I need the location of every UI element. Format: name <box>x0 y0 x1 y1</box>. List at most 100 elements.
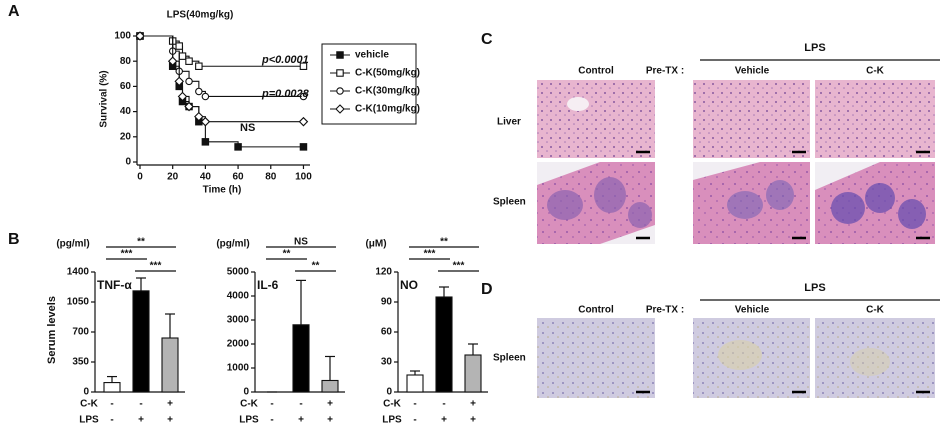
condition-sign: - <box>139 399 142 410</box>
background <box>815 162 880 190</box>
annotation: p=0.0028 <box>261 88 310 100</box>
follicle <box>898 199 926 229</box>
y-tick-label: 0 <box>83 387 89 398</box>
scale-bars <box>636 150 930 394</box>
survival-point <box>201 138 210 146</box>
panel-letter: A <box>8 3 20 20</box>
column-label: C-K <box>866 305 885 316</box>
liver-control <box>537 80 655 158</box>
condition-sign: + <box>138 415 144 426</box>
survival-point <box>185 57 193 65</box>
y-tick-label: 0 <box>386 387 392 398</box>
follicle <box>865 183 895 213</box>
x-tick-label: 60 <box>233 172 245 183</box>
stain-area <box>850 348 890 376</box>
survival-point <box>234 143 242 151</box>
significance-label: ** <box>283 249 291 260</box>
legend-label: C-K(10mg/kg) <box>355 104 420 115</box>
annotation: p<0.0001 <box>261 54 309 66</box>
y-tick-label: 1000 <box>227 363 250 374</box>
y-tick-label: 40 <box>120 106 132 117</box>
bar <box>292 324 310 393</box>
condition-sign: - <box>110 399 113 410</box>
survival-point <box>200 116 211 127</box>
condition-sign: + <box>470 399 476 410</box>
condition-sign: + <box>167 415 173 426</box>
condition-sign: + <box>441 415 447 426</box>
condition-label: C-K <box>383 399 402 410</box>
bar <box>321 379 339 393</box>
survival-point <box>195 62 203 70</box>
x-tick-label: 80 <box>265 172 277 183</box>
column-label: Vehicle <box>735 66 770 77</box>
condition-label: C-K <box>80 399 99 410</box>
condition-label: LPS <box>382 415 402 426</box>
y-tick-label: 3000 <box>227 315 250 326</box>
y-tick-label: 90 <box>381 297 393 308</box>
legend-box <box>321 43 417 125</box>
y-tick-label: 20 <box>120 131 132 142</box>
significance-label: NS <box>294 237 308 248</box>
panel-letter: D <box>481 281 493 298</box>
survival-point <box>195 87 203 96</box>
unit-label: (pg/ml) <box>56 239 89 250</box>
condition-sign: - <box>110 415 113 426</box>
survival-point <box>185 77 193 86</box>
bar <box>132 290 150 393</box>
survival-point <box>167 56 178 66</box>
y-axis-label: Survival (%) <box>99 70 110 127</box>
chart-title: LPS(40mg/kg) <box>167 10 234 21</box>
condition-label: LPS <box>239 415 259 426</box>
row-label: Spleen <box>493 197 526 208</box>
vessel <box>567 97 589 111</box>
survival-point <box>174 76 185 87</box>
survival-point <box>175 42 183 50</box>
annotation: NS <box>240 122 255 134</box>
y-tick-label: 0 <box>125 157 131 168</box>
legend-label: C-K(30mg/kg) <box>355 86 420 97</box>
y-tick-label: 1050 <box>67 297 90 308</box>
column-label: Pre-TX : <box>646 66 684 77</box>
background <box>537 162 600 185</box>
y-tick-label: 60 <box>381 327 393 338</box>
significance-label: ** <box>440 237 448 248</box>
background <box>693 162 760 180</box>
y-axis-label: Serum levels <box>46 296 58 364</box>
liver-ck <box>815 80 935 158</box>
survival-point <box>178 52 187 60</box>
x-tick-label: 40 <box>200 172 212 183</box>
condition-sign: + <box>327 415 333 426</box>
condition-sign: - <box>442 399 445 410</box>
significance-label: ** <box>312 261 320 272</box>
significance-label: *** <box>121 249 133 260</box>
survival-point <box>194 111 204 122</box>
legend-marker <box>335 104 345 114</box>
y-tick-label: 700 <box>72 327 89 338</box>
y-tick-label: 60 <box>120 81 132 92</box>
ihc-control <box>537 318 655 398</box>
follicle <box>766 180 794 210</box>
column-label: C-K <box>866 66 885 77</box>
condition-sign: - <box>413 399 416 410</box>
follicle <box>547 190 583 220</box>
chart-name: NO <box>400 278 418 292</box>
significance-label: *** <box>150 261 162 272</box>
significance-label: *** <box>424 249 436 260</box>
survival-point <box>299 62 308 70</box>
survival-point <box>299 92 308 101</box>
survival-point <box>201 92 210 101</box>
survival-point <box>298 116 309 127</box>
legend-marker <box>336 87 344 95</box>
legend-marker <box>336 51 344 59</box>
condition-label: C-K <box>240 399 259 410</box>
y-tick-label: 100 <box>114 31 131 42</box>
follicle <box>594 177 626 213</box>
condition-sign: - <box>299 399 302 410</box>
stain-area <box>718 340 762 370</box>
condition-sign: + <box>327 399 333 410</box>
x-tick-label: 0 <box>137 172 143 183</box>
condition-sign: - <box>270 415 273 426</box>
x-tick-label: 100 <box>295 172 312 183</box>
row-label: Spleen <box>493 353 526 364</box>
panel-letter: C <box>481 31 493 48</box>
